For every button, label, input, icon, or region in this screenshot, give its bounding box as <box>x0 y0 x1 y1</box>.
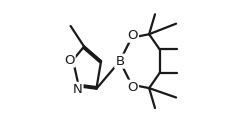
Text: B: B <box>115 55 124 68</box>
Text: O: O <box>128 81 138 94</box>
Text: N: N <box>73 83 83 96</box>
Text: O: O <box>128 29 138 42</box>
Text: O: O <box>64 54 75 66</box>
